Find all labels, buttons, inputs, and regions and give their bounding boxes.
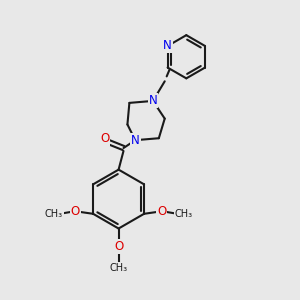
Text: O: O xyxy=(157,205,167,218)
Text: CH₃: CH₃ xyxy=(174,209,192,219)
Text: N: N xyxy=(148,94,157,107)
Text: O: O xyxy=(71,205,80,218)
Text: N: N xyxy=(163,40,172,52)
Text: N: N xyxy=(131,134,140,147)
Text: CH₃: CH₃ xyxy=(110,263,128,273)
Text: CH₃: CH₃ xyxy=(45,209,63,219)
Text: O: O xyxy=(114,240,123,253)
Text: O: O xyxy=(100,132,110,145)
